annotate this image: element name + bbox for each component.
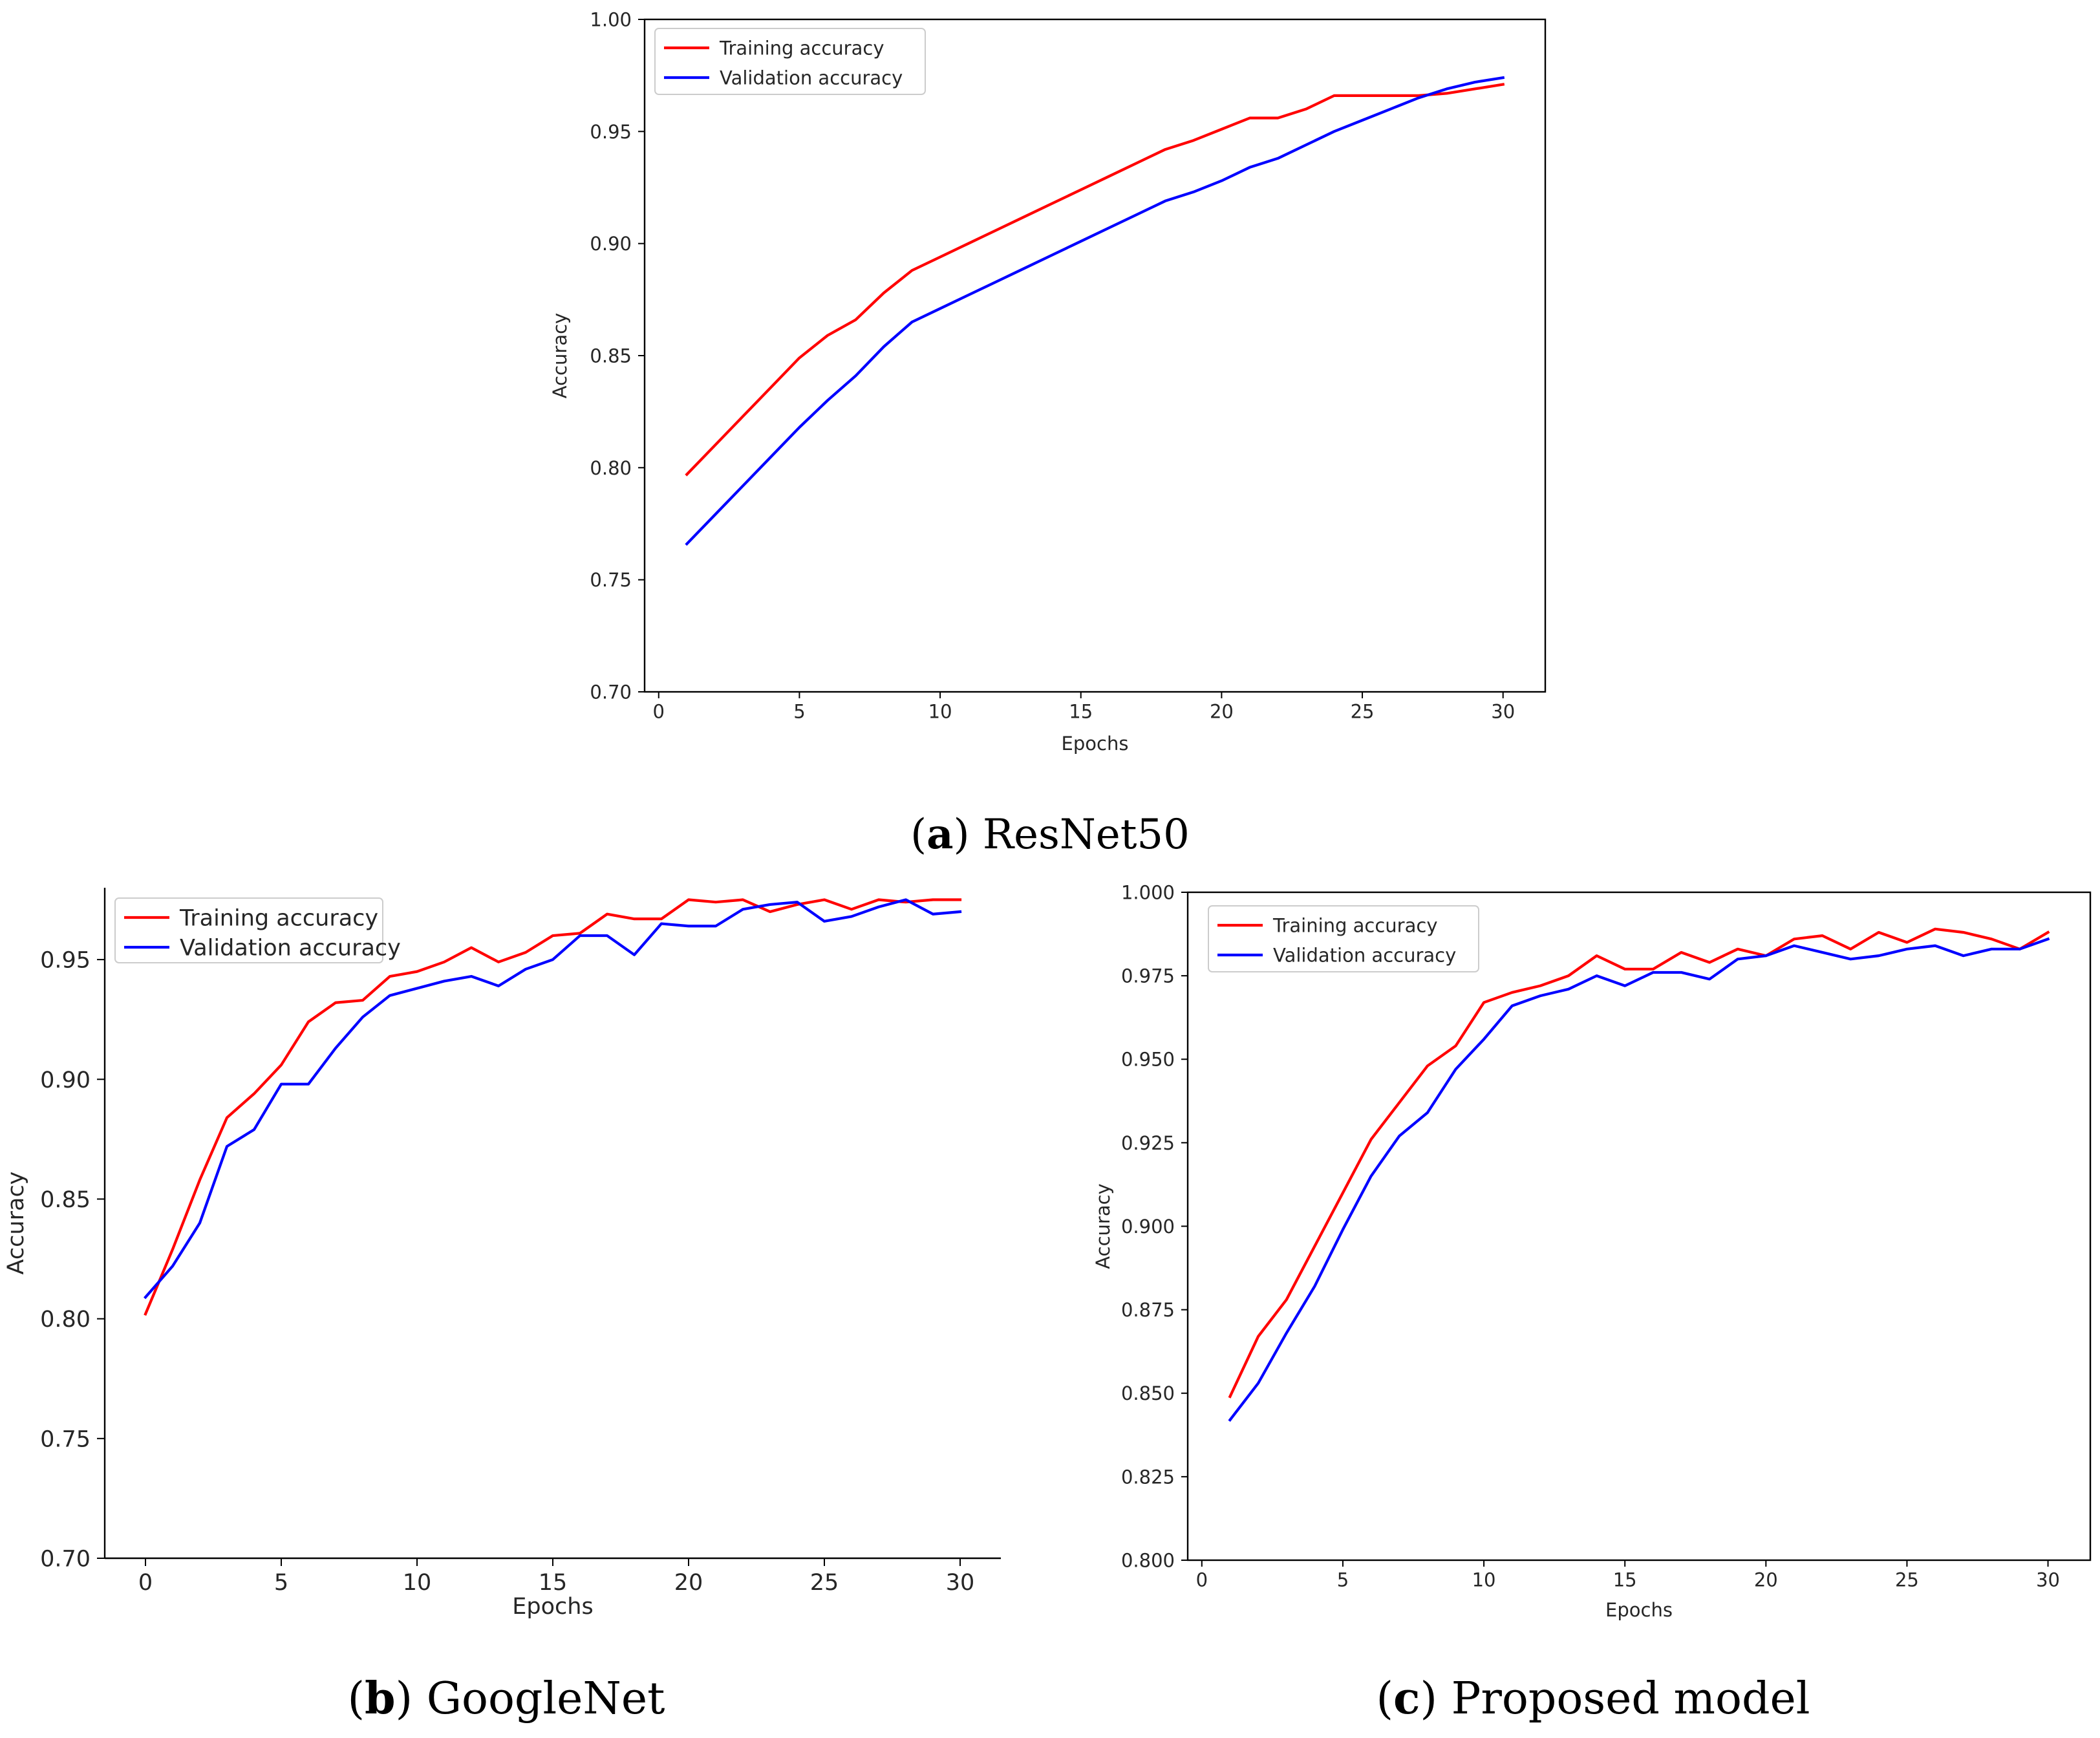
y-tick-label: 0.95	[590, 121, 632, 143]
y-tick-label: 0.90	[40, 1067, 91, 1093]
caption-paren: )	[1420, 1673, 1437, 1724]
x-tick-label: 0	[1196, 1569, 1208, 1591]
y-tick-label: 0.85	[40, 1187, 91, 1213]
legend-box	[654, 28, 926, 95]
y-tick-label: 1.00	[590, 8, 632, 30]
x-tick-label: 0	[653, 700, 665, 722]
caption-paren: (	[347, 1673, 365, 1724]
x-tick-label: 10	[1472, 1569, 1496, 1591]
y-axis-label: Accuracy	[549, 313, 571, 398]
series-line-training	[685, 83, 1505, 477]
y-tick-label: 0.80	[590, 457, 632, 479]
caption-name: GoogleNet	[412, 1673, 665, 1724]
legend-box	[114, 897, 383, 963]
legend-label: Validation accuracy	[180, 936, 401, 961]
caption-name: ResNet50	[970, 811, 1190, 859]
caption-c: (c) Proposed model	[1377, 1673, 1810, 1724]
series-line-validation	[144, 898, 962, 1300]
y-tick-label: 0.825	[1121, 1466, 1175, 1488]
x-tick-label: 5	[274, 1570, 288, 1596]
series-line-validation	[685, 76, 1505, 546]
x-tick-label: 20	[1754, 1569, 1778, 1591]
legend-label: Training accuracy	[719, 37, 884, 59]
legend-label: Validation accuracy	[1273, 944, 1456, 966]
caption-a: (a) ResNet50	[910, 810, 1190, 859]
chart-a: 0 5 10 15 20 25 30 0.70 0.75 0.80 0.85 0.90 0.95 1.00…	[549, 8, 1547, 755]
legend-label: Validation accuracy	[720, 67, 903, 89]
legend-label: Training accuracy	[1272, 914, 1438, 936]
y-tick-label: 0.80	[40, 1307, 91, 1333]
x-tick-label: 30	[946, 1570, 975, 1596]
y-axis-label: Accuracy	[3, 1172, 29, 1275]
x-tick-label: 30	[1491, 700, 1515, 722]
x-tick-label: 5	[1337, 1569, 1349, 1591]
x-tick-label: 10	[403, 1570, 432, 1596]
series-line-training	[1228, 927, 2050, 1399]
y-tick-label: 1.000	[1121, 881, 1175, 903]
x-tick-label: 25	[1351, 700, 1375, 722]
caption-letter: c	[1393, 1673, 1420, 1724]
series-line-training	[144, 898, 962, 1316]
y-tick-label: 0.900	[1121, 1216, 1175, 1238]
x-tick-label: 20	[1210, 700, 1234, 722]
x-axis-label: Epochs	[1605, 1599, 1673, 1621]
x-tick-label: 25	[810, 1570, 839, 1596]
y-tick-label: 0.800	[1121, 1549, 1175, 1571]
x-axis-label: Epochs	[1062, 733, 1129, 755]
chart-b: 0 5 10 15 20 25 30 0.70 0.75 0.80 0.85 0.90 0.95 Epoc…	[3, 888, 1001, 1620]
plot-frame	[1186, 891, 2092, 1561]
y-tick-label: 0.950	[1121, 1049, 1175, 1071]
caption-letter: a	[927, 810, 953, 859]
x-axis-label: Epochs	[512, 1594, 593, 1620]
x-tick-label: 0	[138, 1570, 153, 1596]
x-tick-label: 15	[1069, 700, 1093, 722]
y-tick-label: 0.70	[40, 1547, 91, 1572]
caption-paren: )	[396, 1673, 413, 1724]
y-tick-label: 0.95	[40, 948, 91, 974]
plot-frame	[643, 18, 1547, 693]
legend-box	[1208, 905, 1479, 972]
y-tick-label: 0.75	[590, 569, 632, 591]
x-tick-label: 15	[539, 1570, 568, 1596]
caption-paren: )	[954, 811, 970, 859]
y-tick-label: 0.975	[1121, 965, 1175, 987]
y-tick-label: 0.85	[590, 345, 632, 367]
x-tick-label: 25	[1895, 1569, 1919, 1591]
x-tick-label: 20	[674, 1570, 703, 1596]
y-tick-label: 0.925	[1121, 1132, 1175, 1154]
y-tick-label: 0.875	[1121, 1299, 1175, 1321]
series-line-validation	[1228, 937, 2050, 1422]
y-axis-label: Accuracy	[1092, 1183, 1114, 1269]
y-tick-label: 0.90	[590, 233, 632, 255]
caption-name: Proposed model	[1437, 1673, 1810, 1724]
x-tick-label: 10	[928, 700, 952, 722]
x-tick-label: 30	[2036, 1569, 2060, 1591]
caption-paren: (	[1377, 1673, 1394, 1724]
caption-letter: b	[365, 1673, 396, 1724]
x-tick-label: 5	[793, 700, 805, 722]
caption-paren: (	[910, 811, 927, 859]
y-tick-label: 0.70	[590, 681, 632, 703]
legend-label: Training accuracy	[179, 906, 378, 932]
chart-c: 0 5 10 15 20 25 30 0.800 0.825 0.850 0.875 0.900 0.9…	[1092, 881, 2092, 1621]
caption-b: (b) GoogleNet	[347, 1673, 665, 1724]
x-tick-label: 15	[1613, 1569, 1637, 1591]
y-tick-label: 0.850	[1121, 1382, 1175, 1404]
y-tick-label: 0.75	[40, 1426, 91, 1452]
